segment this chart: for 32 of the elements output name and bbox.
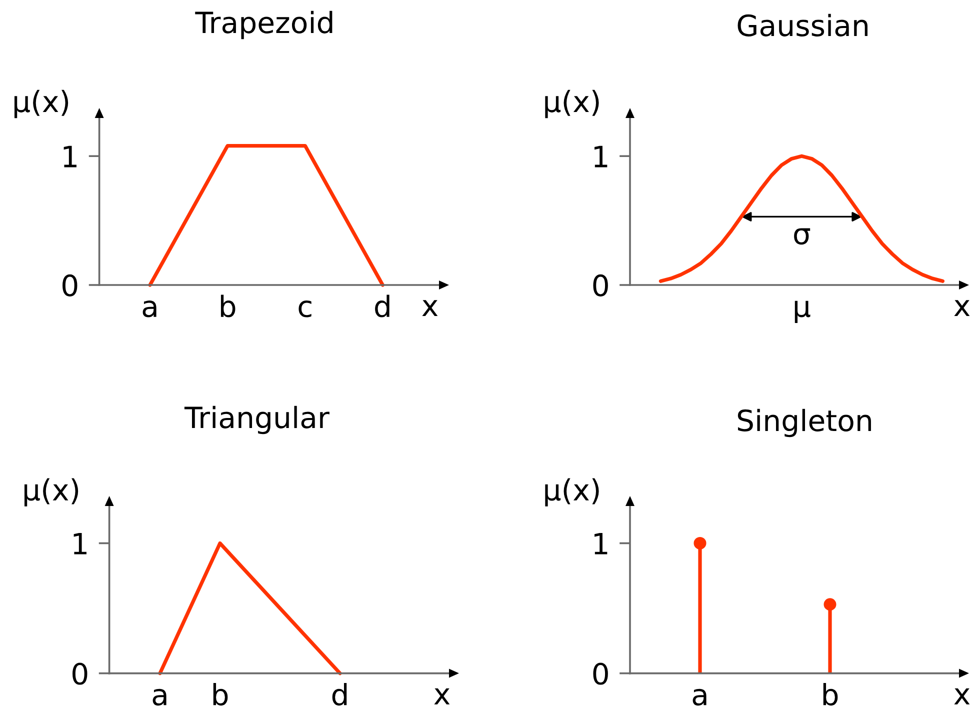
x-axis-title: x xyxy=(954,688,970,704)
y-axis-title: μ(x) xyxy=(545,478,599,506)
x-tick-label: d xyxy=(332,683,347,706)
y-tick-label: 0 xyxy=(593,274,608,296)
y-tick-label: 1 xyxy=(74,533,86,554)
chart-title: Gaussian xyxy=(738,14,868,36)
chart-title: Trapezoid xyxy=(195,10,332,40)
chart-title: Singleton xyxy=(738,408,871,438)
y-axis-title: μ(x) xyxy=(14,90,68,118)
x-tick-label: c xyxy=(298,300,312,318)
y-tick-label: 1 xyxy=(64,146,76,168)
x-tick-label: b xyxy=(823,683,838,706)
x-axis-title: x xyxy=(422,300,438,316)
y-tick-label: 0 xyxy=(62,274,78,296)
x-tick-label: b xyxy=(213,683,228,706)
x-axis-title: x xyxy=(434,688,450,704)
line-series xyxy=(658,154,945,283)
x-tick-label: a xyxy=(152,688,166,706)
y-tick-label: 1 xyxy=(594,533,608,554)
y-tick-label: 0 xyxy=(72,662,88,685)
annotation: σ xyxy=(794,228,810,245)
x-tick-label: a xyxy=(692,688,706,706)
y-tick-label: 1 xyxy=(594,146,608,168)
chart-title: Triangular xyxy=(184,406,330,434)
y-axis-title: μ(x) xyxy=(545,90,599,118)
x-tick-label: μ xyxy=(794,300,810,323)
y-tick-label: 0 xyxy=(593,662,608,685)
y-axis-title: μ(x) xyxy=(24,478,78,506)
x-tick-label: a xyxy=(142,300,156,318)
x-tick-label: b xyxy=(220,294,236,318)
x-tick-label: d xyxy=(375,294,390,318)
x-axis-title: x xyxy=(954,300,970,316)
